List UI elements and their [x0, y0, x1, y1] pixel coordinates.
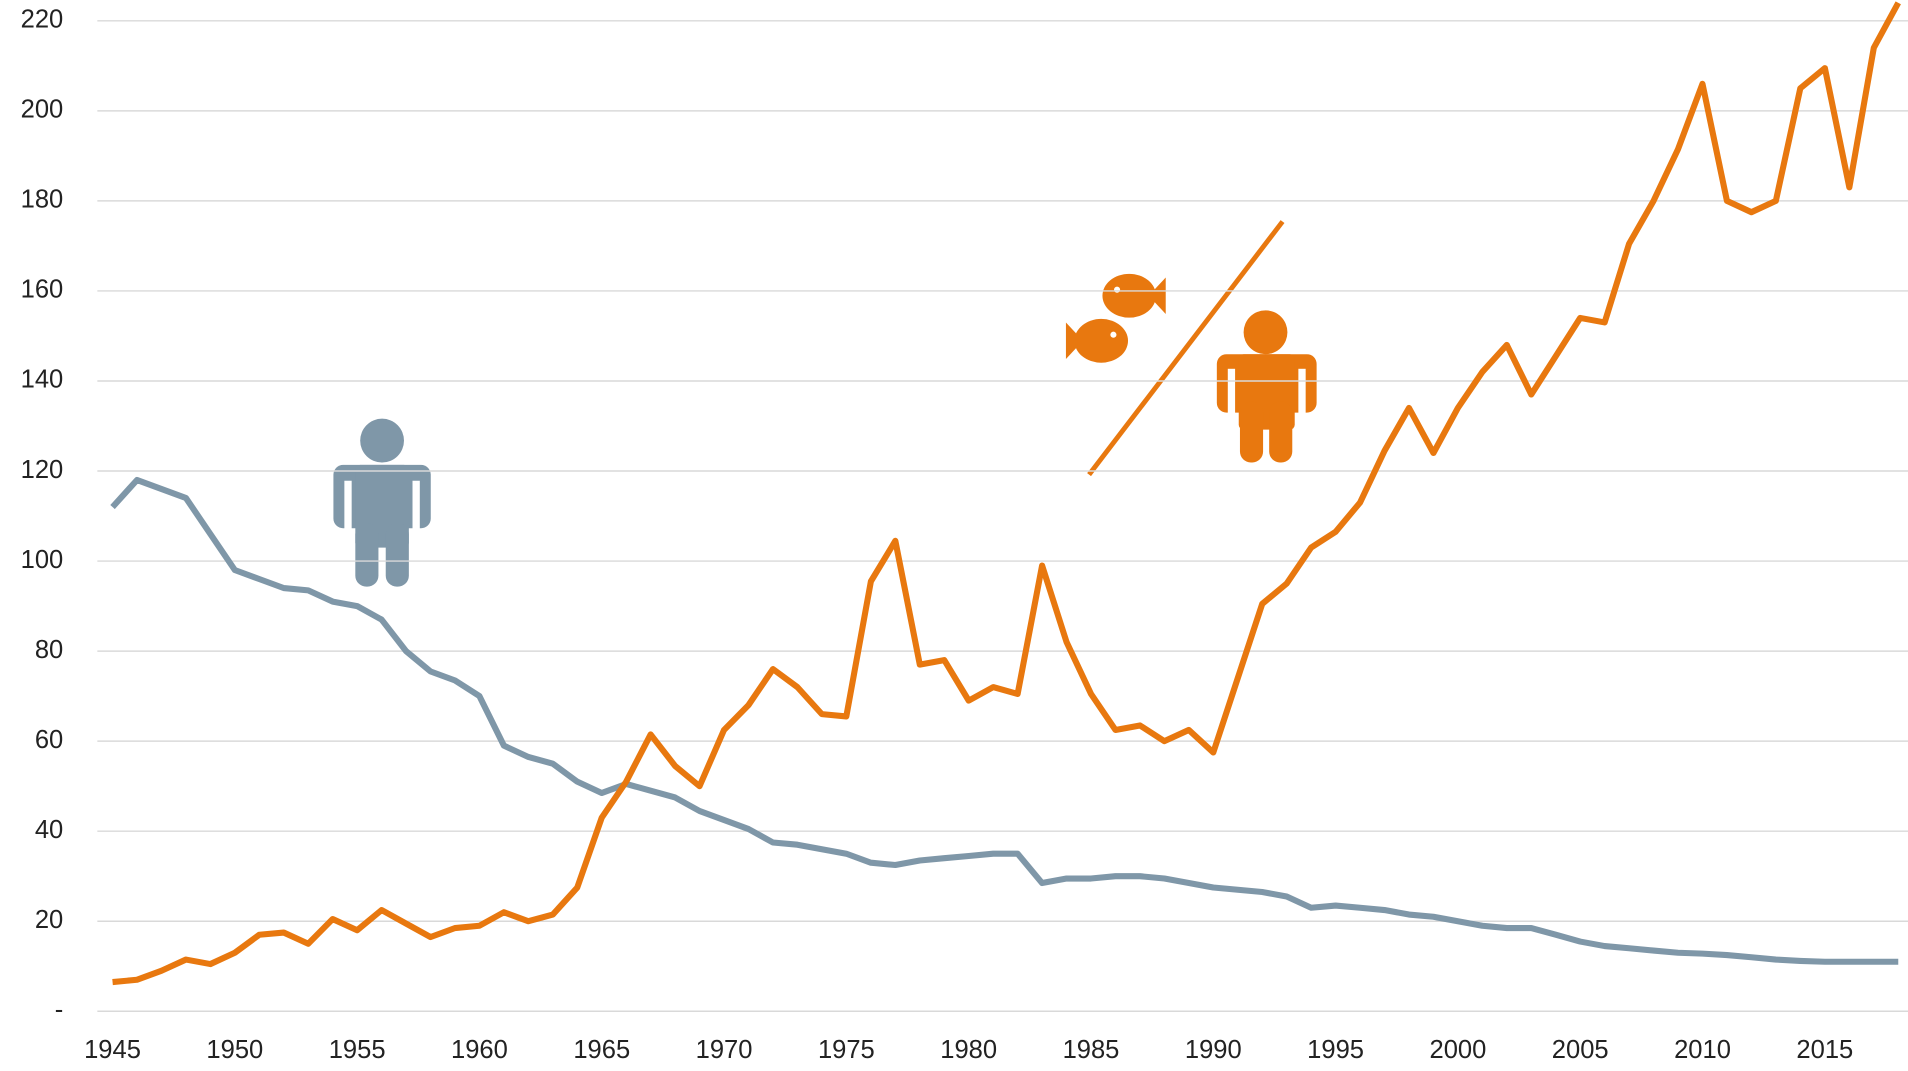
y-tick-label: 140: [21, 366, 64, 394]
y-tick-label: 220: [21, 6, 64, 34]
x-tick-label: 1960: [451, 1036, 508, 1064]
x-tick-label: 1980: [940, 1036, 997, 1064]
x-tick-label: 1985: [1063, 1036, 1120, 1064]
x-tick-label: 1970: [696, 1036, 753, 1064]
x-tick-label: 2015: [1796, 1036, 1853, 1064]
y-tick-label: 120: [21, 456, 64, 484]
y-tick-label: 200: [21, 96, 64, 124]
series-line: [110, 476, 1899, 965]
ratio-slash: [1087, 220, 1285, 477]
x-tick-label: 2005: [1552, 1036, 1609, 1064]
fish-icons: [1065, 273, 1166, 363]
series-line: [112, 1, 1901, 986]
x-tick-label: 1990: [1185, 1036, 1242, 1064]
x-tick-label: 2000: [1429, 1036, 1486, 1064]
x-tick-label: 1995: [1307, 1036, 1364, 1064]
x-tick-label: 1975: [818, 1036, 875, 1064]
person-icon-gray: [333, 418, 431, 587]
x-tick-label: 1950: [206, 1036, 263, 1064]
y-tick-label: 80: [35, 636, 63, 664]
y-tick-label: 20: [35, 906, 63, 934]
y-tick-label: -: [55, 996, 64, 1024]
y-tick-label: 60: [35, 726, 63, 754]
y-tick-label: 180: [21, 186, 64, 214]
y-tick-label: 40: [35, 816, 63, 844]
x-tick-label: 2010: [1674, 1036, 1731, 1064]
x-tick-label: 1945: [84, 1036, 141, 1064]
x-tick-label: 1965: [573, 1036, 630, 1064]
person-icon-orange: [1216, 310, 1317, 463]
x-tick-label: 1955: [329, 1036, 386, 1064]
y-tick-label: 100: [21, 546, 64, 574]
y-tick-label: 160: [21, 276, 64, 304]
